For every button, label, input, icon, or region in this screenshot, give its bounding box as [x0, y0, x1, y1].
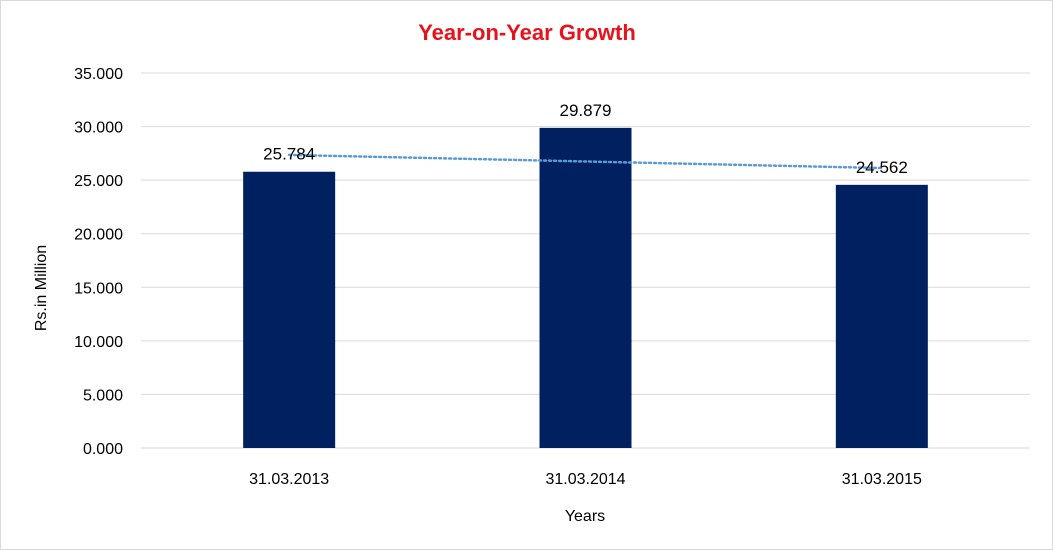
y-tick-label: 10.000 — [74, 334, 123, 351]
trendline-layer — [287, 153, 884, 170]
x-tick-label: 31.03.2013 — [249, 471, 329, 488]
data-label: 29.879 — [560, 101, 612, 120]
y-axis-title: Rs.in Million — [33, 245, 50, 331]
y-tick-label: 30.000 — [74, 120, 123, 137]
bar — [539, 127, 632, 448]
chart-title: Year-on-Year Growth — [418, 20, 636, 45]
data-label: 24.562 — [856, 158, 908, 177]
y-tick-label: 0.000 — [83, 441, 123, 458]
y-tick-label: 5.000 — [83, 387, 123, 404]
x-tick-label: 31.03.2015 — [842, 471, 922, 488]
x-tick-label: 31.03.2014 — [545, 471, 625, 488]
x-axis-title: Years — [565, 508, 605, 525]
x-axis-ticks: 31.03.2013 31.03.2014 31.03.2015 — [249, 471, 922, 488]
y-tick-label: 35.000 — [74, 66, 123, 83]
bars — [243, 127, 928, 449]
bar — [243, 171, 336, 448]
y-axis-ticks: 0.000 5.000 10.000 15.000 20.000 25.000 30.000… — [74, 66, 123, 458]
y-tick-label: 20.000 — [74, 227, 123, 244]
y-tick-label: 25.000 — [74, 173, 123, 190]
y-tick-label: 15.000 — [74, 280, 123, 297]
trendline — [287, 153, 884, 170]
data-label: 25.784 — [263, 145, 315, 164]
bar — [835, 184, 928, 449]
data-labels: 25.784 29.879 24.562 — [263, 101, 908, 177]
